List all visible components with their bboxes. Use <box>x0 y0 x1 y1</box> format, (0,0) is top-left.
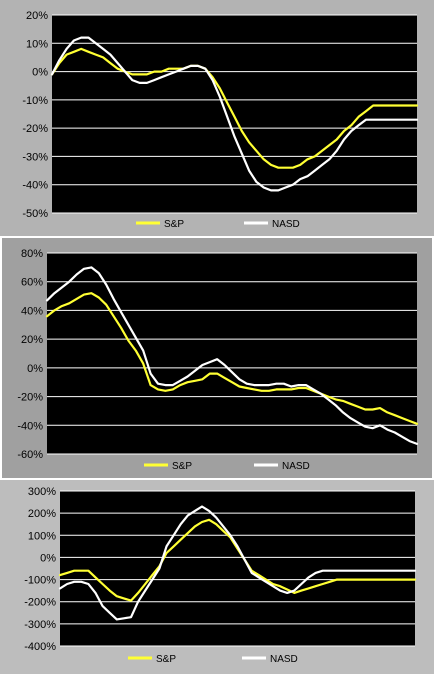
chart-2: 80% 60% 40% 20% 0% -20% -40% -60% S&P NASD <box>17 248 419 472</box>
y-tick-label: 200% <box>28 508 56 520</box>
legend-label: S&P <box>156 654 176 665</box>
chart-3: 300% 200% 100% 0% -100% -200% -300% -400% S&P NAS… <box>24 486 417 665</box>
y-tick-label: 10% <box>26 38 48 50</box>
series-line-nasd <box>50 36 419 192</box>
y-tick-label: -50% <box>22 208 48 220</box>
series-line-nasd <box>58 505 417 621</box>
legend-label: NASD <box>272 219 300 230</box>
legend-label: NASD <box>270 654 298 665</box>
y-tick-label: -40% <box>22 180 48 192</box>
y-tick-label: 40% <box>21 305 43 317</box>
y-tick-label: 0% <box>32 67 48 79</box>
y-tick-label: 300% <box>28 486 56 498</box>
chart-panel-2: 80% 60% 40% 20% 0% -20% -40% -60% S&P NASD <box>0 236 434 480</box>
y-tick-label: -40% <box>17 420 43 432</box>
chart-1: 20% 10% 0% -10% -20% -30% -40% -50% S&P NASD <box>22 10 419 230</box>
y-tick-label: -60% <box>17 449 43 461</box>
y-tick-label: -200% <box>24 597 56 609</box>
y-tick-label: 20% <box>26 10 48 22</box>
series-line-sp <box>45 292 419 425</box>
y-tick-label: 60% <box>21 277 43 289</box>
y-tick-label: 20% <box>21 334 43 346</box>
y-tick-label: 0% <box>40 552 56 564</box>
legend-label: S&P <box>172 461 192 472</box>
legend-label: S&P <box>164 219 184 230</box>
chart-panel-1: 20% 10% 0% -10% -20% -30% -40% -50% S&P NASD <box>0 0 434 236</box>
y-tick-label: 80% <box>21 248 43 260</box>
y-tick-label: -400% <box>24 641 56 653</box>
y-tick-label: -300% <box>24 619 56 631</box>
y-tick-label: 0% <box>27 363 43 375</box>
y-tick-label: 100% <box>28 530 56 542</box>
y-tick-label: -10% <box>22 95 48 107</box>
plot-area <box>60 491 415 646</box>
y-tick-label: -100% <box>24 575 56 587</box>
y-tick-label: -20% <box>22 123 48 135</box>
series-line-nasd <box>45 266 419 445</box>
plot-area <box>52 15 417 213</box>
chart-panel-3: 300% 200% 100% 0% -100% -200% -300% -400% S&P NAS… <box>0 480 434 674</box>
y-tick-label: -30% <box>22 151 48 163</box>
y-tick-label: -20% <box>17 392 43 404</box>
legend-label: NASD <box>282 461 310 472</box>
series-line-sp <box>50 47 419 169</box>
